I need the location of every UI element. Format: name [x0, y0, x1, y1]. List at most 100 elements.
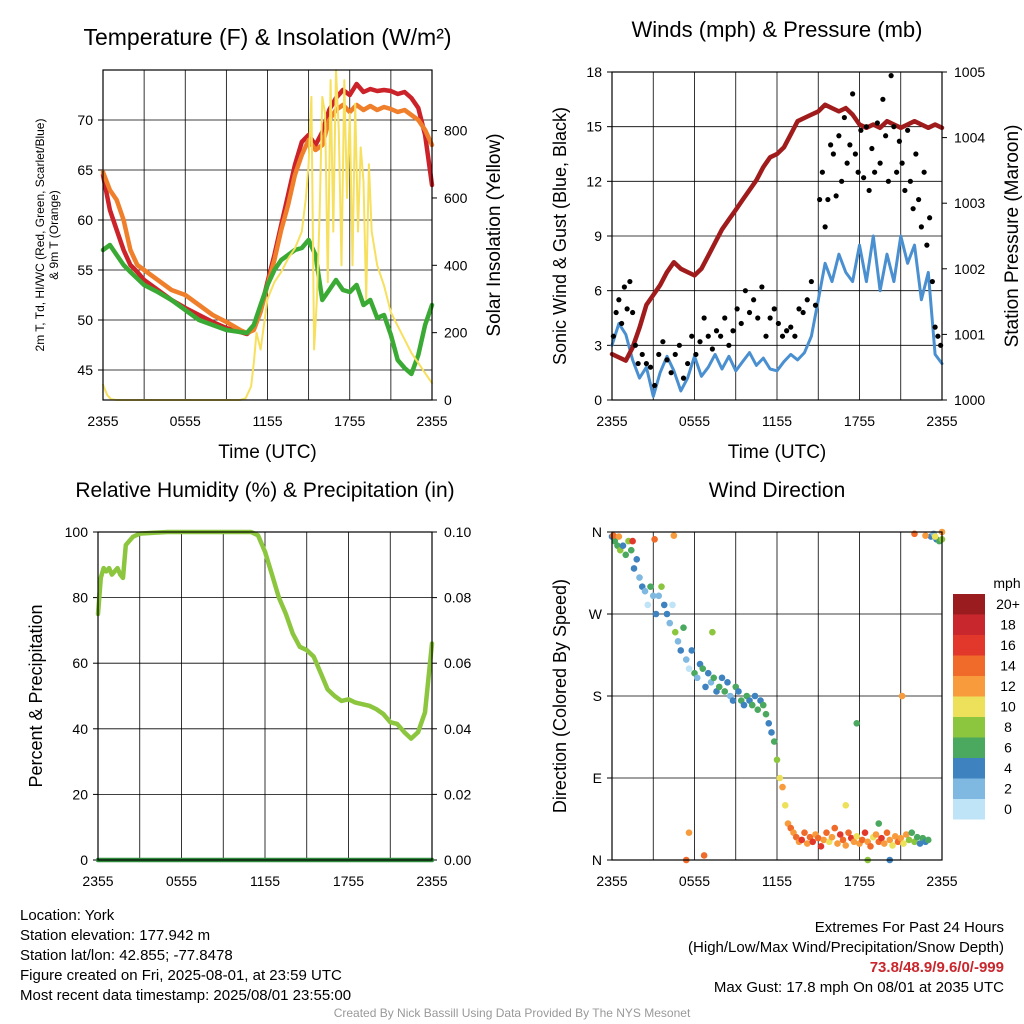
y2-tick-label: 600	[444, 190, 468, 206]
station-info: Location: York Station elevation: 177.94…	[20, 906, 351, 1006]
x-tick-label: 2355	[416, 873, 447, 889]
figure-created: Figure created on Fri, 2025-08-01, at 23…	[20, 967, 342, 984]
direction-point	[839, 836, 847, 844]
gust-point	[668, 370, 674, 376]
y2-tick-label: 0	[444, 392, 452, 408]
gust-point	[804, 297, 810, 303]
gust-point	[844, 160, 850, 166]
gust-point	[830, 151, 836, 157]
x-tick-label: 0555	[166, 873, 197, 889]
direction-point	[880, 840, 888, 847]
y-tick-label: 40	[72, 721, 88, 737]
direction-point	[748, 701, 756, 709]
direction-point	[924, 836, 932, 844]
direction-point	[883, 829, 891, 836]
y-tick-label: S	[593, 688, 602, 704]
direction-point	[721, 688, 729, 695]
gust-point	[841, 114, 847, 121]
direction-point	[861, 829, 869, 836]
gust-point	[738, 320, 744, 327]
gust-point	[718, 333, 724, 339]
plot-frame	[611, 71, 943, 401]
gust-point	[858, 127, 864, 133]
series-line-sonic-wind	[610, 234, 944, 398]
gust-point	[874, 120, 880, 126]
direction-point	[886, 836, 894, 844]
direction-point	[677, 647, 685, 654]
direction-point	[817, 843, 825, 850]
gust-point	[888, 73, 894, 79]
gust-point	[935, 333, 941, 339]
extremes-title: Extremes For Past 24 Hours	[814, 919, 1004, 936]
y-axis-label: & 9m T (Orange)	[47, 190, 61, 280]
gust-point	[883, 133, 889, 139]
gust-point	[812, 302, 819, 308]
legend-swatch	[953, 655, 985, 676]
x-tick-label: 1155	[762, 413, 792, 429]
direction-point	[823, 829, 830, 836]
direction-point	[759, 701, 767, 709]
legend-swatch	[953, 778, 985, 799]
gust-point	[627, 278, 633, 285]
direction-point	[685, 665, 693, 672]
direction-point	[897, 834, 905, 842]
y-axis-label: Direction (Colored By Speed)	[550, 579, 570, 813]
direction-point	[633, 556, 641, 563]
chart-panel-1: Temperature (F) & Insolation (W/m²) 2355 0…	[33, 24, 505, 463]
gust-point	[709, 346, 715, 352]
direction-point	[803, 840, 811, 847]
gust-point	[894, 169, 900, 175]
direction-point	[916, 840, 924, 847]
extremes-subtitle: (High/Low/Max Wind/Precipitation/Snow De…	[688, 939, 1004, 956]
direction-point	[710, 674, 718, 682]
direction-point	[850, 838, 858, 846]
direction-point	[680, 624, 687, 631]
y2-tick-label: 0.10	[444, 524, 471, 540]
gust-point	[836, 133, 842, 139]
gust-point	[697, 339, 703, 345]
gust-point	[630, 309, 636, 316]
legend-title: mph	[993, 575, 1020, 591]
direction-point	[651, 535, 658, 543]
direction-point	[853, 720, 861, 727]
chart-panel-4: Wind Direction 2355 0555 1155 1755 2355 N E S W N D…	[550, 479, 1021, 889]
gust-point	[866, 187, 872, 194]
direction-point	[836, 831, 844, 838]
direction-point	[700, 852, 708, 859]
legend-label: 20+	[996, 596, 1020, 612]
gust-point	[932, 324, 938, 330]
gust-point	[891, 124, 897, 130]
legend-swatch	[953, 676, 985, 697]
y2-tick-label: 1005	[954, 64, 985, 80]
series-line-relative-humidity	[95, 529, 435, 741]
extremes-info: Extremes For Past 24 Hours (High/Low/Max…	[688, 918, 1004, 998]
direction-point	[845, 829, 852, 836]
direction-point	[674, 638, 682, 645]
direction-point	[834, 840, 841, 847]
x-tick-label: 2355	[596, 873, 627, 889]
direction-point	[754, 706, 762, 713]
y2-tick-label: 1000	[954, 392, 985, 408]
direction-point	[908, 829, 916, 836]
y-tick-label: 100	[65, 524, 89, 540]
gust-point	[839, 178, 845, 184]
direction-point	[751, 692, 759, 700]
direction-point	[768, 729, 775, 736]
gust-point	[792, 333, 798, 339]
gust-point	[726, 342, 732, 348]
direction-point	[831, 824, 839, 832]
direction-point	[842, 842, 850, 849]
direction-point	[715, 683, 723, 691]
gust-point	[730, 328, 736, 334]
direction-point	[776, 774, 784, 782]
y-tick-label: 50	[77, 312, 93, 328]
gust-point	[624, 306, 630, 312]
y-tick-label: 12	[586, 173, 602, 189]
x-axis-label: Time (UTC)	[728, 442, 827, 463]
x-tick-label: 2355	[82, 873, 113, 889]
direction-point	[828, 833, 836, 841]
gust-point	[689, 333, 695, 339]
gust-point	[685, 360, 691, 367]
y-tick-label: E	[593, 770, 602, 786]
gust-point	[916, 196, 922, 203]
